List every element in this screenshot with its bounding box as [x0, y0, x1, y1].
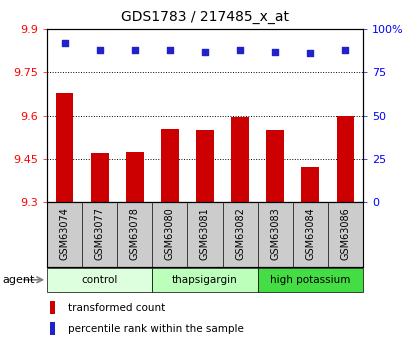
Text: GSM63082: GSM63082 — [234, 207, 245, 260]
Text: high potassium: high potassium — [270, 275, 350, 285]
Bar — [50, 300, 55, 314]
Text: agent: agent — [2, 275, 34, 285]
Point — [131, 47, 138, 53]
Bar — [266, 130, 283, 202]
Text: GSM63077: GSM63077 — [94, 207, 105, 260]
Point — [271, 49, 278, 55]
Point — [306, 51, 313, 56]
Bar — [161, 129, 178, 202]
FancyBboxPatch shape — [257, 268, 362, 292]
Text: GSM63081: GSM63081 — [200, 207, 209, 260]
FancyBboxPatch shape — [152, 268, 257, 292]
FancyBboxPatch shape — [47, 268, 152, 292]
Text: GSM63078: GSM63078 — [130, 207, 139, 260]
Text: GSM63086: GSM63086 — [339, 207, 349, 260]
Bar — [196, 130, 213, 202]
Bar — [336, 116, 353, 202]
Bar — [56, 92, 73, 202]
Text: GSM63080: GSM63080 — [164, 207, 175, 260]
Point — [236, 47, 243, 53]
Bar — [231, 117, 248, 202]
Point — [166, 47, 173, 53]
Text: GSM63084: GSM63084 — [304, 207, 315, 260]
Point — [61, 40, 68, 46]
Bar — [91, 153, 108, 202]
Text: GSM63074: GSM63074 — [60, 207, 70, 260]
Text: thapsigargin: thapsigargin — [172, 275, 237, 285]
Text: GSM63083: GSM63083 — [270, 207, 279, 260]
Text: transformed count: transformed count — [67, 303, 164, 313]
Point — [341, 47, 348, 53]
Bar — [126, 151, 143, 202]
Text: percentile rank within the sample: percentile rank within the sample — [67, 324, 243, 334]
Bar — [301, 167, 318, 202]
Point — [201, 49, 208, 55]
Text: control: control — [81, 275, 118, 285]
Bar — [50, 322, 55, 335]
Text: GDS1783 / 217485_x_at: GDS1783 / 217485_x_at — [121, 10, 288, 24]
Point — [96, 47, 103, 53]
